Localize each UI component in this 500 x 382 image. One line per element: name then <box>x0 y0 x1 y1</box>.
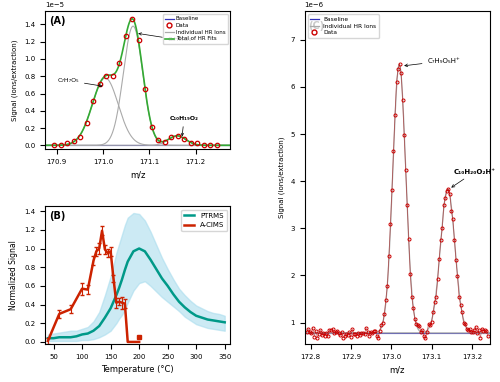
PTRMS <box>142 249 148 254</box>
PTRMS <box>188 310 194 314</box>
Text: C₁₀H₁₉O₂: C₁₀H₁₉O₂ <box>170 116 198 136</box>
PTRMS <box>148 257 154 262</box>
PTRMS <box>210 318 216 323</box>
Line: PTRMS: PTRMS <box>48 249 224 338</box>
A-CIMS <box>45 339 51 343</box>
A-CIMS <box>102 247 108 252</box>
PTRMS <box>116 285 122 290</box>
PTRMS <box>159 276 165 281</box>
Text: C₁₀H₂₀O₂H⁺: C₁₀H₂₀O₂H⁺ <box>452 169 496 187</box>
A-CIMS <box>124 340 130 344</box>
PTRMS <box>119 277 125 282</box>
PTRMS <box>50 336 56 340</box>
Text: (B): (B) <box>48 210 65 220</box>
Legend: PTRMS, A-CIMS: PTRMS, A-CIMS <box>181 210 227 231</box>
A-CIMS <box>96 246 102 251</box>
PTRMS <box>96 324 102 329</box>
A-CIMS <box>136 340 142 344</box>
A-CIMS <box>94 249 100 254</box>
Legend: Baseline, Individual HR Ions, Data: Baseline, Individual HR Ions, Data <box>308 15 378 38</box>
Y-axis label: Signal (ions/extraction): Signal (ions/extraction) <box>12 39 18 121</box>
PTRMS <box>204 317 210 322</box>
Y-axis label: Signal (ions/extraction): Signal (ions/extraction) <box>278 137 285 219</box>
Legend: Baseline, Data, Individual HR Ions, Total of HR Fits: Baseline, Data, Individual HR Ions, Tota… <box>163 14 228 44</box>
A-CIMS <box>99 228 105 233</box>
PTRMS <box>85 331 91 336</box>
A-CIMS <box>119 300 125 305</box>
PTRMS <box>122 268 128 272</box>
A-CIMS <box>68 307 73 312</box>
PTRMS <box>102 316 108 320</box>
PTRMS <box>170 292 176 296</box>
X-axis label: m/z: m/z <box>390 365 405 374</box>
X-axis label: Temperature (°C): Temperature (°C) <box>102 365 174 374</box>
A-CIMS <box>79 286 85 291</box>
A-CIMS <box>56 312 62 316</box>
PTRMS <box>45 336 51 340</box>
PTRMS <box>56 335 62 340</box>
X-axis label: m/z: m/z <box>130 170 146 179</box>
PTRMS <box>216 319 222 324</box>
Text: C₈H₁₁O₄: C₈H₁₁O₄ <box>139 33 192 42</box>
PTRMS <box>110 299 116 304</box>
Line: A-CIMS: A-CIMS <box>48 231 139 342</box>
A-CIMS <box>108 249 114 254</box>
PTRMS <box>79 332 85 337</box>
PTRMS <box>62 335 68 340</box>
PTRMS <box>164 283 170 288</box>
PTRMS <box>199 316 205 320</box>
A-CIMS <box>116 299 122 304</box>
PTRMS <box>108 306 114 311</box>
A-CIMS <box>105 251 111 256</box>
PTRMS <box>182 305 188 310</box>
PTRMS <box>68 335 73 340</box>
PTRMS <box>130 249 136 254</box>
A-CIMS <box>85 287 91 292</box>
A-CIMS <box>122 301 128 306</box>
A-CIMS <box>110 276 116 281</box>
Y-axis label: Normalized Signal: Normalized Signal <box>10 240 18 310</box>
PTRMS <box>124 259 130 264</box>
A-CIMS <box>114 300 119 305</box>
PTRMS <box>222 320 228 325</box>
Text: C₇H₉O₅H⁺: C₇H₉O₅H⁺ <box>405 58 460 67</box>
Text: (A): (A) <box>48 16 65 26</box>
Text: C₇H₇O₅: C₇H₇O₅ <box>58 78 102 87</box>
Text: (C): (C) <box>308 21 324 31</box>
PTRMS <box>74 334 80 338</box>
PTRMS <box>153 267 159 271</box>
PTRMS <box>193 314 199 318</box>
A-CIMS <box>90 258 96 263</box>
PTRMS <box>90 329 96 333</box>
PTRMS <box>114 293 119 298</box>
PTRMS <box>136 246 142 251</box>
PTRMS <box>176 299 182 304</box>
